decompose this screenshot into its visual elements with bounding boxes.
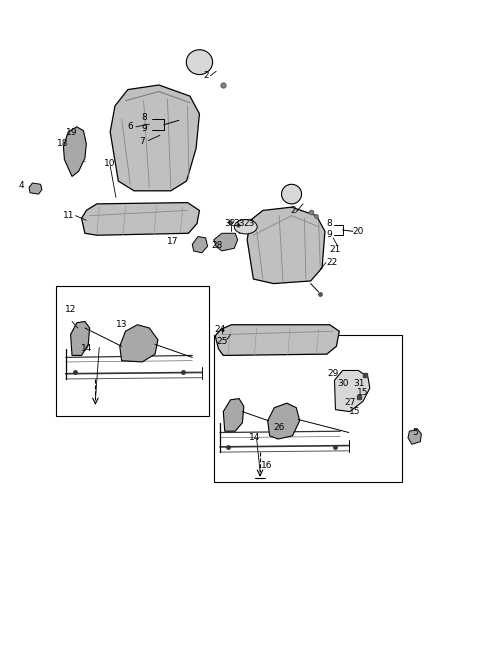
Polygon shape <box>335 371 370 411</box>
Polygon shape <box>247 207 325 283</box>
Polygon shape <box>223 399 244 431</box>
Polygon shape <box>120 325 158 362</box>
Bar <box>214 335 402 482</box>
Text: 7: 7 <box>139 136 145 146</box>
Ellipse shape <box>281 184 301 204</box>
Text: 2: 2 <box>204 72 209 80</box>
Text: 28: 28 <box>211 241 223 250</box>
Text: 24: 24 <box>215 325 226 335</box>
Text: 14: 14 <box>81 344 92 354</box>
Text: 5: 5 <box>412 428 418 437</box>
Polygon shape <box>71 321 90 356</box>
Text: 9: 9 <box>142 124 147 133</box>
Polygon shape <box>215 325 339 356</box>
Text: 32: 32 <box>224 219 235 228</box>
Polygon shape <box>197 67 202 70</box>
Text: 33: 33 <box>233 219 244 228</box>
Text: 19: 19 <box>66 127 77 136</box>
Bar <box>56 285 209 416</box>
Polygon shape <box>268 403 300 439</box>
Text: 16: 16 <box>261 461 273 470</box>
Text: 26: 26 <box>274 422 285 432</box>
Text: 15: 15 <box>349 407 360 416</box>
Text: 12: 12 <box>65 305 76 314</box>
Text: 8: 8 <box>327 219 333 228</box>
Polygon shape <box>289 197 294 201</box>
Text: 27: 27 <box>344 398 356 407</box>
Text: 25: 25 <box>216 337 228 346</box>
Text: 4: 4 <box>19 181 24 190</box>
Polygon shape <box>29 183 42 194</box>
Ellipse shape <box>234 220 257 234</box>
Text: 31: 31 <box>354 379 365 388</box>
Text: 23: 23 <box>244 219 255 228</box>
Text: 21: 21 <box>330 245 341 254</box>
Polygon shape <box>192 237 207 253</box>
Polygon shape <box>110 85 199 191</box>
Text: 30: 30 <box>337 379 348 388</box>
Polygon shape <box>214 234 238 251</box>
Ellipse shape <box>186 50 213 75</box>
Text: 29: 29 <box>327 369 339 379</box>
Text: 2: 2 <box>290 206 296 215</box>
Text: 13: 13 <box>116 320 127 329</box>
Text: 9: 9 <box>327 230 333 239</box>
Text: 14: 14 <box>249 433 260 442</box>
Text: 8: 8 <box>142 113 147 122</box>
Polygon shape <box>82 203 199 236</box>
Polygon shape <box>63 127 86 176</box>
Text: 18: 18 <box>57 139 68 148</box>
Text: 15: 15 <box>358 388 369 396</box>
Text: 20: 20 <box>353 227 364 236</box>
Text: 17: 17 <box>168 237 179 246</box>
Text: 11: 11 <box>63 211 75 220</box>
Text: 10: 10 <box>105 159 116 168</box>
Text: 22: 22 <box>326 258 338 267</box>
Polygon shape <box>408 429 421 444</box>
Text: 6: 6 <box>127 122 133 131</box>
